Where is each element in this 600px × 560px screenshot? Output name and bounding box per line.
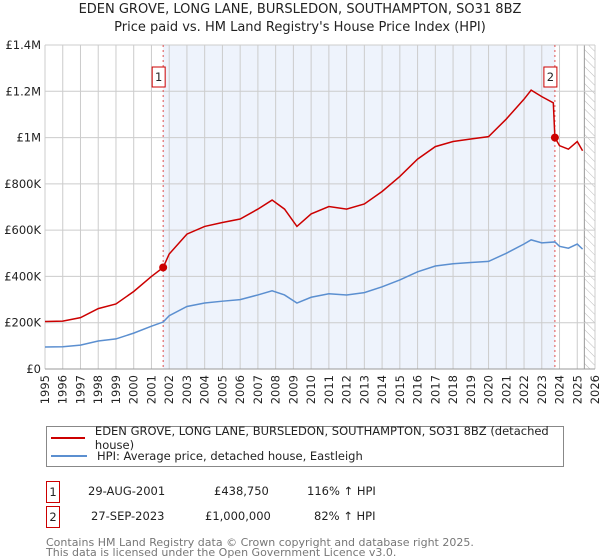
- footer-licence: This data is licensed under the Open Gov…: [46, 546, 397, 559]
- legend-label-property: EDEN GROVE, LONG LANE, BURSLEDON, SOUTHA…: [94, 424, 549, 452]
- x-tick-label: 2009: [286, 375, 300, 404]
- y-tick-label: £1.4M: [5, 38, 41, 52]
- sale-label: 1: [155, 70, 162, 84]
- x-tick-label: 2013: [357, 375, 371, 404]
- x-tick-label: 2004: [198, 375, 212, 404]
- legend-label-hpi: HPI: Average price, detached house, East…: [97, 449, 363, 463]
- transaction-price: £438,750: [214, 484, 269, 498]
- x-tick-label: 1996: [56, 375, 70, 404]
- transaction-hpi: 82% ↑ HPI: [314, 509, 376, 523]
- y-tick-label: £1.2M: [5, 84, 41, 98]
- x-tick-label: 2018: [446, 375, 460, 404]
- x-tick-label: 2024: [553, 375, 567, 404]
- x-tick-label: 1998: [91, 375, 105, 404]
- sale-point: [159, 263, 168, 272]
- x-tick-label: 2014: [375, 375, 389, 404]
- x-tick-label: 2008: [269, 375, 283, 404]
- x-tick-label: 2015: [393, 375, 407, 404]
- x-tick-label: 2021: [499, 375, 513, 404]
- x-tick-label: 2012: [340, 375, 354, 404]
- x-tick-label: 2019: [464, 375, 478, 404]
- x-tick-label: 2011: [322, 375, 336, 404]
- x-tick-label: 2006: [233, 375, 247, 404]
- x-tick-label: 2001: [144, 375, 158, 404]
- property-series-line: [44, 89, 584, 323]
- legend-item-property: EDEN GROVE, LONG LANE, BURSLEDON, SOUTHA…: [51, 424, 563, 452]
- chart-subtitle: Price paid vs. HM Land Registry's House …: [114, 20, 486, 35]
- y-tick-label: £800K: [4, 177, 41, 191]
- ownership-shaded-region: [163, 45, 555, 369]
- y-tick-label: £400K: [4, 269, 41, 283]
- transaction-marker: 2: [46, 506, 60, 528]
- x-tick-label: 2002: [162, 375, 176, 404]
- y-tick-label: £1M: [16, 131, 41, 145]
- x-tick-label: 2022: [517, 375, 531, 404]
- hpi-series-line: [44, 239, 584, 348]
- footer-copyright: Contains HM Land Registry data © Crown c…: [46, 536, 474, 549]
- transaction-price: £1,000,000: [205, 509, 271, 523]
- sale-label: 2: [547, 70, 554, 84]
- price-chart: 1995 1996 1997 1998 1999 2000 2001 2002 2003 2004…: [4, 38, 600, 404]
- x-tick-label: 2023: [535, 375, 549, 404]
- x-tick-label: 2003: [180, 375, 194, 404]
- sale-label-box: [543, 66, 558, 88]
- x-tick-label: 2025: [570, 375, 584, 404]
- transaction-marker: 1: [46, 481, 60, 503]
- transaction-hpi: 116% ↑ HPI: [307, 484, 376, 498]
- x-tick-label: 2007: [251, 375, 265, 404]
- y-tick-label: £200K: [4, 316, 41, 330]
- x-tick-label: 2017: [428, 375, 442, 404]
- x-tick-label: 1999: [109, 375, 123, 404]
- transaction-date: 27-SEP-2023: [91, 509, 165, 523]
- x-tick-label: 2010: [304, 375, 318, 404]
- x-tick-label: 2000: [127, 375, 141, 404]
- x-tick-label: 2005: [215, 375, 229, 404]
- chart-title: EDEN GROVE, LONG LANE, BURSLEDON, SOUTHA…: [78, 2, 522, 17]
- legend-swatch-blue: [51, 455, 87, 457]
- sale-label-box: [151, 66, 166, 88]
- sale-point: [550, 133, 559, 142]
- transaction-date: 29-AUG-2001: [88, 484, 166, 498]
- forecast-hatched-region: [584, 45, 595, 369]
- legend-item-hpi: HPI: Average price, detached house, East…: [51, 448, 363, 464]
- legend: EDEN GROVE, LONG LANE, BURSLEDON, SOUTHA…: [46, 424, 564, 467]
- x-tick-label: 2016: [411, 375, 425, 404]
- y-tick-label: £600K: [4, 223, 41, 237]
- legend-swatch-red: [51, 437, 85, 439]
- x-tick-label: 1995: [38, 375, 52, 404]
- x-tick-label: 2026: [588, 375, 600, 404]
- y-tick-label: £0: [26, 362, 41, 376]
- x-tick-label: 1997: [73, 375, 87, 404]
- x-tick-label: 2020: [482, 375, 496, 404]
